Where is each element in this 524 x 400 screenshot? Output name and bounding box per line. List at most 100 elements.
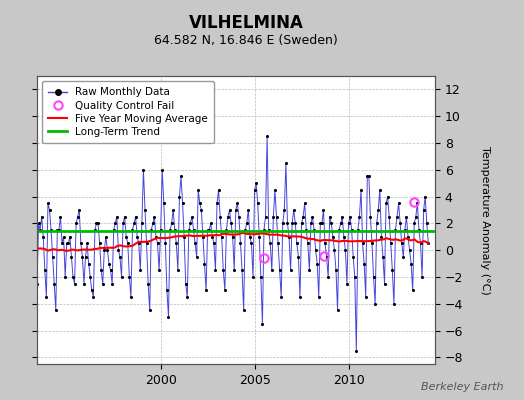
Point xyxy=(410,220,419,226)
Point xyxy=(89,294,97,300)
Point xyxy=(178,200,187,206)
Point xyxy=(31,294,40,300)
Point xyxy=(257,274,265,280)
Point xyxy=(419,207,428,213)
Point xyxy=(81,254,90,260)
Point xyxy=(189,227,198,233)
Point xyxy=(336,220,345,226)
Point xyxy=(360,260,368,267)
Point xyxy=(221,287,229,294)
Point xyxy=(166,227,174,233)
Point xyxy=(121,214,129,220)
Point xyxy=(199,234,207,240)
Point xyxy=(318,220,326,226)
Point xyxy=(380,280,389,287)
Point xyxy=(44,200,52,206)
Point xyxy=(344,220,353,226)
Point xyxy=(277,294,286,300)
Point xyxy=(39,234,48,240)
Point xyxy=(244,207,253,213)
Point xyxy=(70,280,79,287)
Point xyxy=(35,220,43,226)
Point xyxy=(346,214,354,220)
Point xyxy=(374,207,383,213)
Point xyxy=(122,234,130,240)
Point xyxy=(102,234,110,240)
Point xyxy=(66,234,74,240)
Point xyxy=(379,254,387,260)
Point xyxy=(183,294,191,300)
Point xyxy=(249,274,257,280)
Point xyxy=(56,214,64,220)
Point xyxy=(263,133,271,140)
Point xyxy=(206,220,215,226)
Point xyxy=(200,260,209,267)
Point xyxy=(413,200,422,206)
Point xyxy=(272,214,281,220)
Point xyxy=(33,280,41,287)
Point xyxy=(149,220,157,226)
Point xyxy=(97,267,105,274)
Point xyxy=(157,227,165,233)
Point xyxy=(163,287,171,294)
Point xyxy=(369,274,378,280)
Point xyxy=(288,220,297,226)
Point xyxy=(418,274,427,280)
Point xyxy=(119,220,127,226)
Point xyxy=(144,280,152,287)
Point xyxy=(382,200,390,206)
Point xyxy=(415,227,423,233)
Point xyxy=(325,214,334,220)
Text: 64.582 N, 16.846 E (Sweden): 64.582 N, 16.846 E (Sweden) xyxy=(155,34,338,47)
Point xyxy=(250,187,259,193)
Point xyxy=(368,240,376,247)
Point xyxy=(175,193,183,200)
Point xyxy=(50,280,58,287)
Point xyxy=(105,260,113,267)
Point xyxy=(54,227,63,233)
Point xyxy=(333,307,342,314)
Point xyxy=(371,300,379,307)
Point xyxy=(211,267,220,274)
Point xyxy=(421,193,429,200)
Point xyxy=(160,200,168,206)
Point xyxy=(358,240,367,247)
Point xyxy=(296,294,304,300)
Point xyxy=(302,227,310,233)
Point xyxy=(99,280,107,287)
Text: VILHELMINA: VILHELMINA xyxy=(189,14,304,32)
Point xyxy=(324,274,332,280)
Point xyxy=(216,214,224,220)
Point xyxy=(384,193,392,200)
Point xyxy=(265,227,273,233)
Point xyxy=(41,267,49,274)
Point xyxy=(202,287,210,294)
Point xyxy=(233,200,242,206)
Point xyxy=(225,207,234,213)
Point xyxy=(103,247,112,253)
Point xyxy=(108,280,116,287)
Point xyxy=(387,240,395,247)
Point xyxy=(362,294,370,300)
Point xyxy=(88,287,96,294)
Point xyxy=(349,254,357,260)
Point xyxy=(210,240,218,247)
Point xyxy=(291,220,300,226)
Point xyxy=(25,214,34,220)
Point xyxy=(117,274,126,280)
Point xyxy=(86,274,94,280)
Point xyxy=(30,254,38,260)
Legend: Raw Monthly Data, Quality Control Fail, Five Year Moving Average, Long-Term Tren: Raw Monthly Data, Quality Control Fail, … xyxy=(42,81,214,143)
Point xyxy=(341,247,350,253)
Point xyxy=(252,180,260,186)
Point xyxy=(351,274,359,280)
Point xyxy=(338,214,346,220)
Point xyxy=(139,166,148,173)
Point xyxy=(214,187,223,193)
Point xyxy=(228,234,237,240)
Point xyxy=(335,227,343,233)
Point xyxy=(213,200,221,206)
Point xyxy=(308,214,316,220)
Point xyxy=(314,294,323,300)
Point xyxy=(114,247,123,253)
